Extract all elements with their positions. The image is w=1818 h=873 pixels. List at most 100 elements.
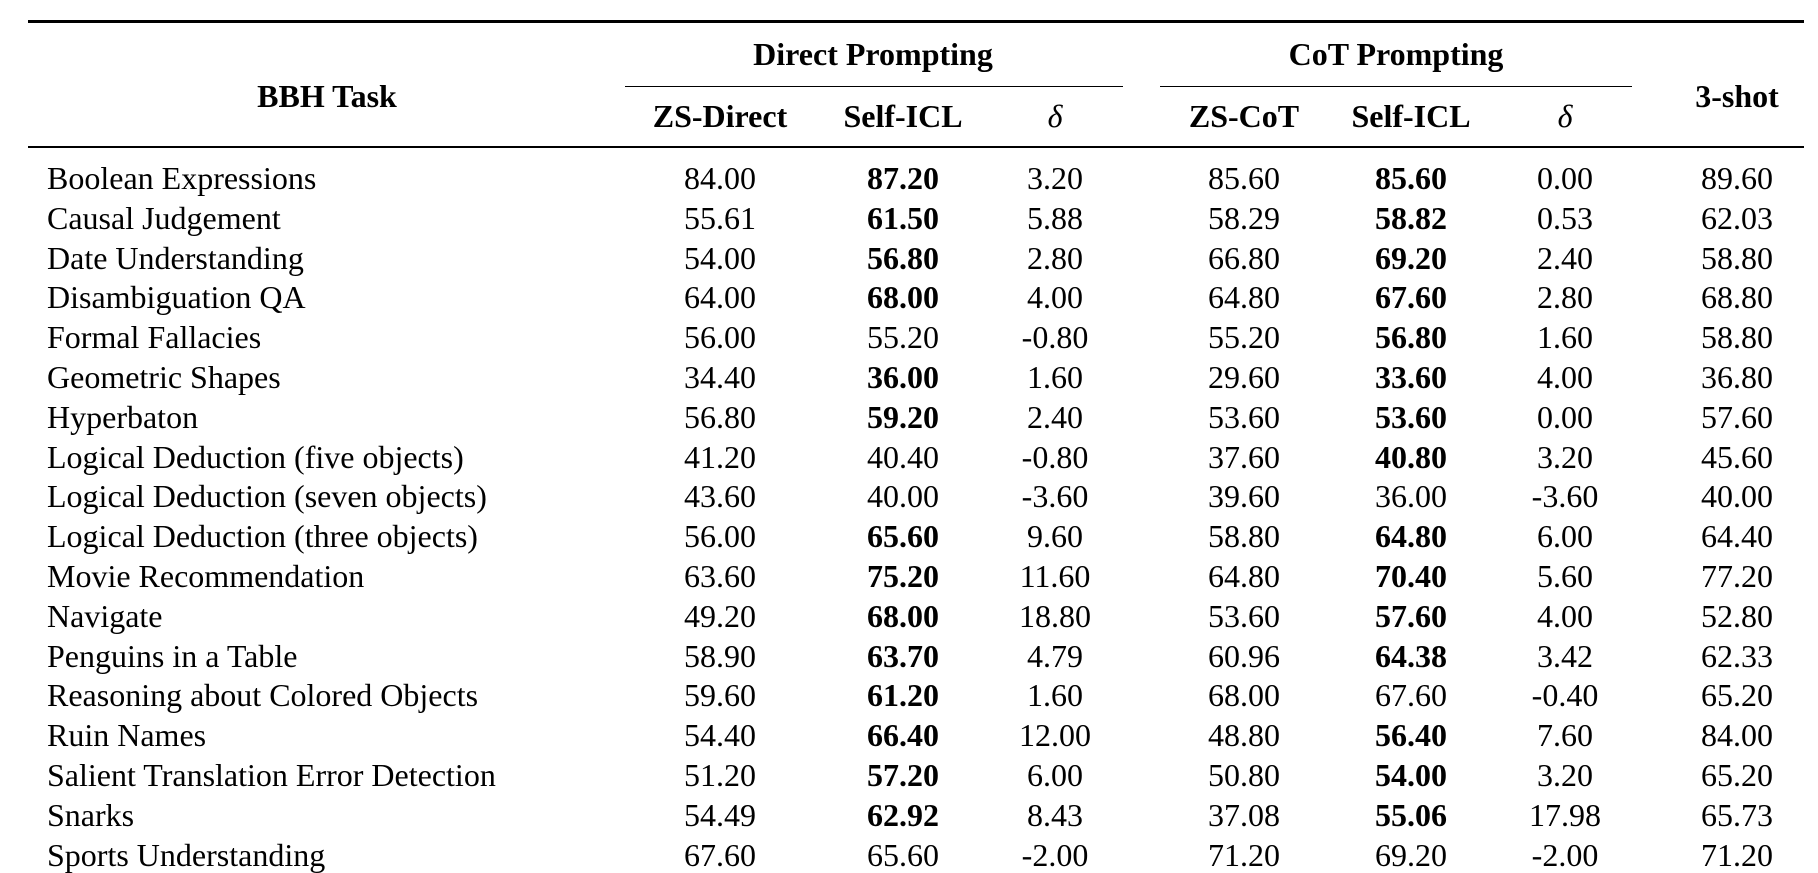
task-name-cell: Penguins in a Table xyxy=(47,637,298,674)
zs-cot-cell: 53.60 xyxy=(1208,597,1280,634)
delta-direct-cell: 11.60 xyxy=(1019,558,1091,594)
delta-direct-cell: 8.43 xyxy=(1027,796,1083,833)
delta-direct-cell: 2.80 xyxy=(1027,239,1083,276)
self-icl-direct-cell: 68.00 xyxy=(867,279,939,316)
self-icl-direct-cell: 40.40 xyxy=(867,438,939,475)
task-name-cell: Formal Fallacies xyxy=(47,319,262,356)
three-shot-cell: 68.80 xyxy=(1701,279,1773,316)
delta-direct-cell: 6.00 xyxy=(1027,757,1083,793)
delta-direct-cell: 2.40 xyxy=(1027,398,1083,435)
three-shot-cell: 52.80 xyxy=(1701,597,1773,634)
zs-cot-cell: 53.60 xyxy=(1208,398,1280,435)
three-shot-column-header: 3-shot xyxy=(1695,78,1779,114)
zs-direct-cell: 54.00 xyxy=(684,239,756,276)
zs-direct-cell: 63.60 xyxy=(684,558,756,594)
three-shot-cell: 58.80 xyxy=(1701,319,1773,356)
task-name-cell: Salient Translation Error Detection xyxy=(47,757,496,793)
three-shot-cell: 45.60 xyxy=(1701,438,1773,475)
self-icl-cot-cell: 55.06 xyxy=(1375,796,1447,833)
three-shot-cell: 64.40 xyxy=(1701,518,1773,555)
self-icl-cot-cell: 40.80 xyxy=(1375,438,1447,475)
delta-cot-cell: -3.60 xyxy=(1531,478,1599,515)
self-icl-direct-cell: 65.60 xyxy=(867,836,939,873)
task-name-cell: Causal Judgement xyxy=(47,199,281,236)
zs-direct-cell: 84.00 xyxy=(684,160,756,196)
zs-cot-cell: 37.60 xyxy=(1208,438,1280,475)
zs-direct-cell: 58.90 xyxy=(684,637,756,674)
self-icl-direct-cell: 68.00 xyxy=(867,597,939,634)
self-icl-direct-cell: 36.00 xyxy=(867,359,939,395)
self-icl-cot-cell: 69.20 xyxy=(1375,239,1447,276)
self-icl-direct-cell: 66.40 xyxy=(867,717,939,754)
three-shot-cell: 84.00 xyxy=(1701,717,1773,754)
delta-direct-cell: 12.00 xyxy=(1019,717,1091,754)
zs-direct-cell: 59.60 xyxy=(684,677,756,714)
delta-cot-cell: 5.60 xyxy=(1537,558,1593,594)
task-name-cell: Date Understanding xyxy=(47,239,304,276)
zs-cot-cell: 64.80 xyxy=(1208,558,1280,594)
task-name-cell: Logical Deduction (five objects) xyxy=(47,438,464,475)
zs-direct-cell: 54.40 xyxy=(684,717,756,754)
delta-cot-column-header: δ xyxy=(1557,98,1573,134)
self-icl-cot-cell: 57.60 xyxy=(1375,597,1447,634)
zs-cot-cell: 71.20 xyxy=(1208,836,1280,873)
delta-cot-cell: 3.20 xyxy=(1537,757,1593,793)
self-icl-cot-cell: 56.80 xyxy=(1375,319,1447,356)
delta-cot-cell: -2.00 xyxy=(1531,836,1599,873)
three-shot-cell: 36.80 xyxy=(1701,359,1773,395)
delta-direct-cell: 1.60 xyxy=(1027,359,1083,395)
delta-cot-cell: 7.60 xyxy=(1537,717,1593,754)
zs-direct-cell: 34.40 xyxy=(684,359,756,395)
delta-direct-cell: 9.60 xyxy=(1027,518,1083,555)
zs-cot-cell: 85.60 xyxy=(1208,160,1280,196)
task-name-cell: Logical Deduction (three objects) xyxy=(47,518,478,555)
delta-cot-cell: 4.00 xyxy=(1537,359,1593,395)
zs-direct-cell: 51.20 xyxy=(684,757,756,793)
self-icl-direct-column-header: Self-ICL xyxy=(843,98,963,134)
task-name-cell: Geometric Shapes xyxy=(47,359,281,395)
zs-direct-cell: 56.80 xyxy=(684,398,756,435)
zs-cot-cell: 29.60 xyxy=(1208,359,1280,395)
zs-direct-cell: 56.00 xyxy=(684,518,756,555)
self-icl-direct-cell: 40.00 xyxy=(867,478,939,515)
zs-cot-cell: 55.20 xyxy=(1208,319,1280,356)
delta-direct-cell: 4.79 xyxy=(1027,637,1083,674)
self-icl-cot-cell: 64.38 xyxy=(1375,637,1447,674)
self-icl-direct-cell: 87.20 xyxy=(867,160,939,196)
self-icl-cot-cell: 64.80 xyxy=(1375,518,1447,555)
self-icl-cot-cell: 33.60 xyxy=(1375,359,1447,395)
task-name-cell: Reasoning about Colored Objects xyxy=(47,677,479,714)
zs-cot-cell: 64.80 xyxy=(1208,279,1280,316)
self-icl-cot-cell: 69.20 xyxy=(1375,836,1447,873)
task-name-cell: Hyperbaton xyxy=(47,398,199,435)
three-shot-cell: 58.80 xyxy=(1701,239,1773,276)
task-name-cell: Logical Deduction (seven objects) xyxy=(47,478,487,515)
delta-cot-cell: 0.00 xyxy=(1537,160,1593,196)
delta-cot-cell: 3.20 xyxy=(1537,438,1593,475)
zs-cot-cell: 39.60 xyxy=(1208,478,1280,515)
three-shot-cell: 57.60 xyxy=(1701,398,1773,435)
self-icl-direct-cell: 75.20 xyxy=(867,558,939,594)
zs-direct-cell: 54.49 xyxy=(684,796,756,833)
zs-cot-cell: 58.80 xyxy=(1208,518,1280,555)
direct-prompting-group-header: Direct Prompting xyxy=(753,36,993,72)
delta-direct-cell: -0.80 xyxy=(1021,319,1089,356)
task-name-cell: Ruin Names xyxy=(47,717,207,754)
delta-direct-cell: 18.80 xyxy=(1019,597,1091,634)
delta-direct-cell: -2.00 xyxy=(1021,836,1089,873)
self-icl-direct-cell: 65.60 xyxy=(867,518,939,555)
delta-cot-cell: -0.40 xyxy=(1531,677,1599,714)
three-shot-cell: 62.33 xyxy=(1701,637,1773,674)
self-icl-cot-column-header: Self-ICL xyxy=(1351,98,1471,134)
task-name-cell: Sports Understanding xyxy=(47,836,326,873)
delta-cot-cell: 0.53 xyxy=(1537,199,1593,236)
zs-cot-cell: 58.29 xyxy=(1208,199,1280,236)
self-icl-cot-cell: 67.60 xyxy=(1375,279,1447,316)
task-name-cell: Navigate xyxy=(47,597,163,634)
self-icl-direct-cell: 62.92 xyxy=(867,796,939,833)
self-icl-cot-cell: 53.60 xyxy=(1375,398,1447,435)
three-shot-cell: 62.03 xyxy=(1701,199,1773,236)
three-shot-cell: 65.20 xyxy=(1701,677,1773,714)
zs-direct-column-header: ZS-Direct xyxy=(652,98,788,134)
self-icl-direct-cell: 55.20 xyxy=(867,319,939,356)
